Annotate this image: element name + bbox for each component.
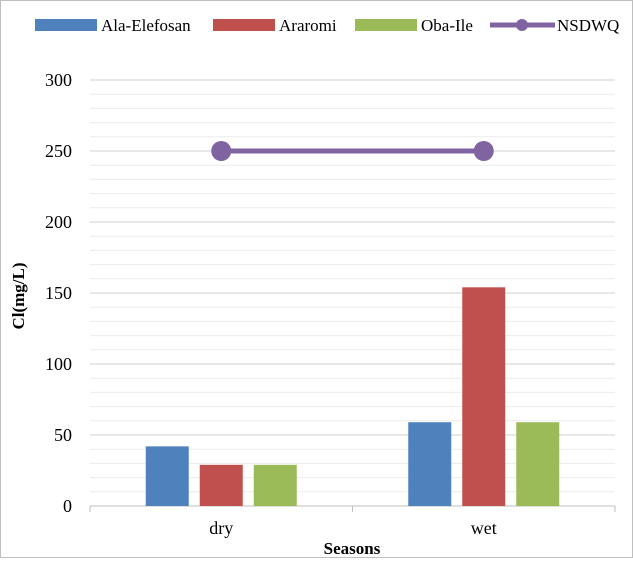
bar	[516, 422, 560, 506]
y-tick-label: 200	[45, 212, 72, 232]
bar	[462, 287, 506, 506]
y-tick-label: 300	[45, 70, 72, 90]
legend-label: Araromi	[279, 16, 337, 35]
y-tick-label: 100	[45, 354, 72, 374]
bar	[145, 446, 189, 506]
bar	[408, 422, 452, 506]
line-marker	[473, 141, 494, 161]
line-series	[211, 141, 494, 161]
legend: Ala-Elefosan Araromi Oba-Ile NSDWQ	[35, 16, 619, 35]
legend-swatch	[213, 19, 275, 31]
y-tick-label: 0	[63, 496, 72, 516]
y-tick-labels: 0 50 100 150 200 250 300	[45, 70, 72, 516]
y-tick-label: 150	[45, 283, 72, 303]
bar	[253, 464, 297, 506]
x-tick-label: wet	[471, 518, 497, 538]
legend-swatch	[35, 19, 97, 31]
legend-label: NSDWQ	[557, 16, 619, 35]
line-marker	[211, 141, 232, 161]
legend-swatch	[355, 19, 417, 31]
bar	[199, 464, 243, 506]
y-axis-label: Cl(mg/L)	[9, 262, 28, 329]
y-tick-label: 250	[45, 141, 72, 161]
legend-label: Oba-Ile	[421, 16, 473, 35]
bars	[145, 287, 560, 506]
x-tick-labels: dry wet	[89, 506, 616, 538]
y-tick-label: 50	[54, 425, 72, 445]
legend-marker	[516, 19, 528, 31]
x-tick-label: dry	[209, 518, 233, 538]
legend-label: Ala-Elefosan	[101, 16, 191, 35]
x-axis-label: Seasons	[324, 539, 381, 558]
